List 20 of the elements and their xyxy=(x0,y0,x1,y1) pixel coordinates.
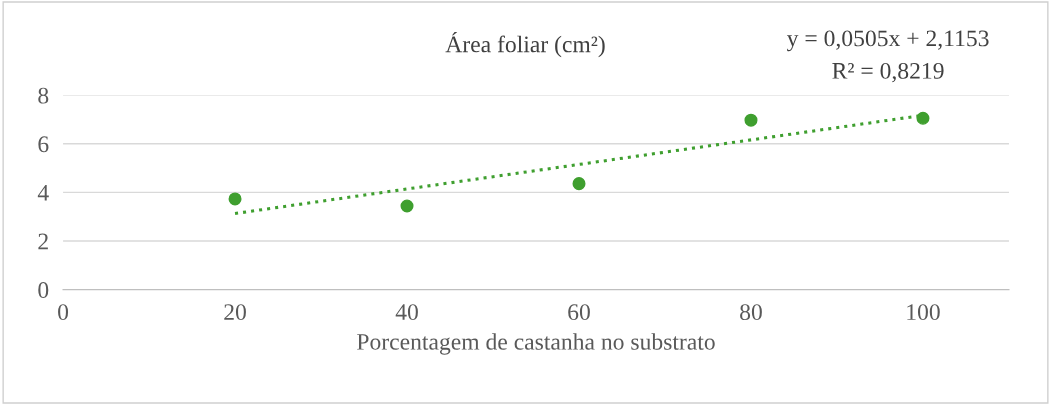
point xyxy=(228,192,242,206)
text: y = 0,0505x + 2,1153 xyxy=(786,30,989,52)
chart-title: Área foliar (cm²) xyxy=(445,31,605,58)
point xyxy=(744,113,758,127)
point xyxy=(400,199,414,213)
x-tick-label: 40 xyxy=(395,304,418,321)
x-tick-label: 0 xyxy=(58,304,69,321)
point xyxy=(916,111,930,125)
x-axis-title: Porcentagem de castanha no substrato xyxy=(357,333,715,355)
x-tick-label: 100 xyxy=(907,304,940,321)
x-tick-label: 80 xyxy=(740,304,762,321)
x-tick-label: 60 xyxy=(568,304,590,321)
point xyxy=(572,177,586,191)
x-tick-label: 20 xyxy=(224,304,246,321)
y-tick-label: 8 xyxy=(38,87,49,104)
y-tick-label: 4 xyxy=(37,185,49,201)
y-tick-label: 2 xyxy=(38,233,48,250)
y-tick-label: 0 xyxy=(38,282,49,298)
y-tick-label: 6 xyxy=(38,136,49,153)
text: R² = 0,8219 xyxy=(832,62,944,83)
